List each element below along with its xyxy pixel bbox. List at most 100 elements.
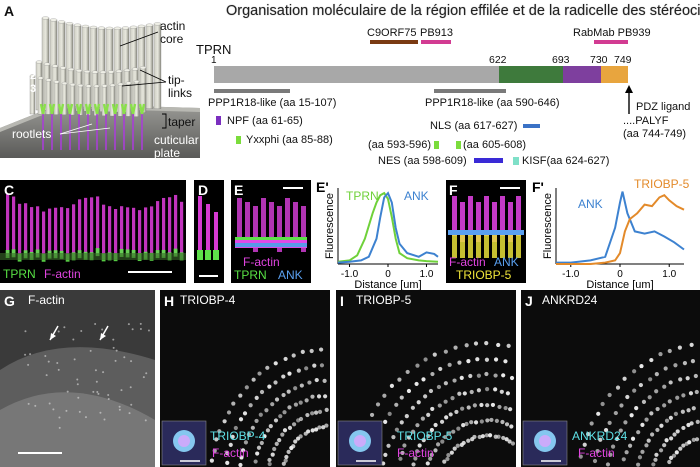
x-tick-label: -1.0 <box>341 269 359 280</box>
feature-ppp1-a: PPP1R18-like (aa 15-107) <box>208 97 337 109</box>
y-axis-label: Fluorescence <box>324 193 336 259</box>
cuticular-plate-shape <box>0 104 200 158</box>
label-j: ANKRD24 <box>542 293 598 307</box>
aa-622: 622 <box>489 54 507 66</box>
pdz-arrow <box>625 85 633 114</box>
feature-nls: NLS (aa 617-627) <box>430 120 518 132</box>
micrograph-e-image <box>235 187 307 252</box>
series-line-0 <box>556 191 685 264</box>
domain-seg3 <box>601 66 628 83</box>
panel-letter-j: J <box>525 293 533 309</box>
legend-tprn: TPRN <box>346 189 379 203</box>
annotation-lines <box>59 31 167 135</box>
panel-letter-f: F <box>449 182 458 198</box>
feature-yxx: Yxxphi (aa 85-88) <box>246 134 333 146</box>
antibody-c9orf75: C9ORF75 <box>367 27 417 39</box>
inset-h-label1: TRIOBP-4 <box>210 429 266 443</box>
inset-i-label1: TRIOBP-5 <box>397 429 453 443</box>
label-e-factin: F-actin <box>243 255 280 269</box>
pdz-title: PDZ ligand <box>636 101 691 113</box>
pdz-motif: ....PALYF <box>623 115 669 127</box>
micrograph-g-image <box>0 290 155 467</box>
label-cuticular: cuticular <box>154 133 199 147</box>
label-links: links <box>168 86 193 100</box>
label-actin: actin <box>160 19 186 33</box>
legend-triobp5: TRIOBP-5 <box>634 178 690 191</box>
feature-npf: NPF (aa 61-65) <box>227 115 303 127</box>
label-f-ank: ANK <box>494 255 519 269</box>
label-f-triobp5: TRIOBP-5 <box>456 268 512 282</box>
feature-nes: NES (aa 598-609) <box>378 155 467 167</box>
label-i: TRIOBP-5 <box>356 293 412 307</box>
row-label-2: 2 <box>30 70 37 82</box>
feature-aa593: (aa 593-596) <box>368 139 431 151</box>
label-f-factin: F-actin <box>449 255 486 269</box>
aa-693: 693 <box>552 54 570 66</box>
label-h: TRIOBP-4 <box>180 293 236 307</box>
inset-j-label2: F-actin <box>578 446 615 460</box>
aa-749: 749 <box>614 54 632 66</box>
series-line-0 <box>337 191 439 263</box>
stereocilia-drawing <box>0 16 200 158</box>
feature-aa593-swatch <box>434 141 439 149</box>
aa-730: 730 <box>590 54 608 66</box>
feature-npf-swatch <box>216 116 221 125</box>
inset-j-label1: ANKRD24 <box>572 429 628 443</box>
legend-ank: ANK <box>578 197 603 211</box>
micrograph-i-image <box>336 290 516 467</box>
protein-name: TPRN <box>196 42 232 57</box>
micrograph-c-image <box>0 193 186 273</box>
row-label-3: 3 <box>30 83 37 95</box>
feature-aa605-swatch <box>456 141 461 149</box>
row-label-1: 1 <box>30 26 37 38</box>
panel-letter-a: A <box>4 3 15 19</box>
series-line-1 <box>337 191 439 264</box>
panel-letter-c: C <box>4 182 15 198</box>
panel-letter-e-prime: E' <box>316 179 329 195</box>
antibody-pb939: RabMab PB939 <box>573 27 651 39</box>
antibody-c9orf75-bar <box>370 40 418 44</box>
stereocilia-illustration <box>0 0 200 158</box>
micrograph-e <box>231 180 311 283</box>
panel-letter-h: H <box>164 293 175 309</box>
x-tick-label: 1.0 <box>420 269 434 280</box>
micrograph-d <box>194 180 224 283</box>
micrograph-j <box>521 290 700 467</box>
x-axis-label: Distance [um] <box>354 279 421 290</box>
feature-ppp1-a-bar <box>214 89 290 93</box>
x-tick-label: 1.0 <box>662 269 676 280</box>
panel-letter-f-prime: F' <box>532 179 544 195</box>
y-axis-label: Fluorescence <box>542 193 554 259</box>
aa-start: 1 <box>211 55 217 66</box>
label-e-ank: ANK <box>278 268 303 282</box>
figure-title: Organisation moléculaire de la région ef… <box>226 3 700 19</box>
x-axis-label: Distance [um] <box>586 279 653 290</box>
panel-letter-g: G <box>4 293 15 309</box>
domain-seg2 <box>563 66 601 83</box>
label-taper: taper <box>168 115 196 129</box>
domain-seg1 <box>499 66 563 83</box>
inset-i-label2: F-actin <box>397 446 434 460</box>
panel-letter-e: E <box>234 182 244 198</box>
feature-nls-bar <box>523 124 540 128</box>
feature-kisf: KISF(aa 624-627) <box>522 155 610 167</box>
antibody-pb913-bar <box>421 40 451 44</box>
inset <box>161 420 207 466</box>
micrograph-f-image <box>448 187 524 258</box>
label-core: core <box>160 32 184 46</box>
x-tick-label: 0 <box>617 269 623 280</box>
series-line-1 <box>556 193 685 265</box>
micrograph-h <box>160 290 330 467</box>
micrograph-i <box>336 290 516 467</box>
label-e-tprn: TPRN <box>234 268 267 282</box>
inset-h-label2: F-actin <box>212 446 249 460</box>
label-tip: tip- <box>168 73 185 87</box>
micrograph-j-image <box>521 290 700 467</box>
label-g-factin: F-actin <box>28 293 65 307</box>
x-tick-label: 0 <box>385 269 391 280</box>
antibody-pb913: PB913 <box>420 27 454 39</box>
legend-ank: ANK <box>404 189 429 203</box>
